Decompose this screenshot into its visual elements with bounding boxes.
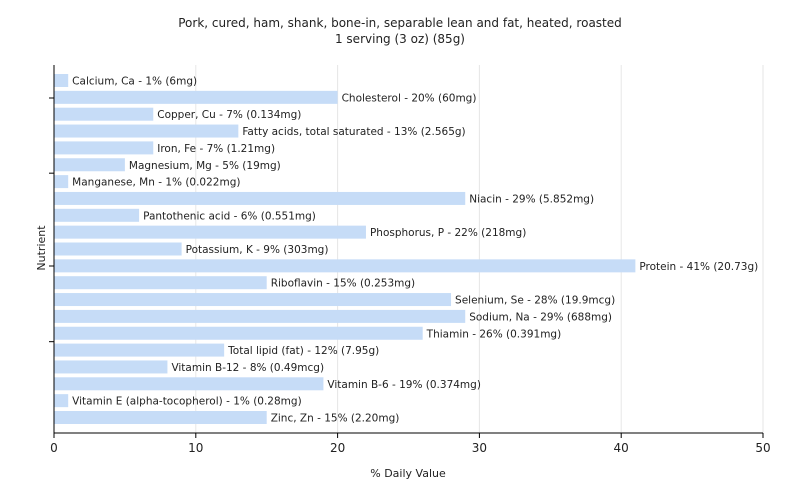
axes: 0 10 20 30 40 50	[49, 65, 771, 455]
bar-label: Protein - 41% (20.73g)	[639, 261, 758, 273]
bar	[54, 394, 69, 408]
bar-label: Riboflavin - 15% (0.253mg)	[271, 278, 415, 290]
bar-label: Manganese, Mn - 1% (0.022mg)	[72, 177, 240, 189]
bar	[54, 175, 69, 189]
bars: Calcium, Ca - 1% (6mg) Cholesterol - 20% …	[54, 74, 758, 425]
x-tick-label: 0	[50, 441, 58, 455]
bar-label: Vitamin E (alpha-tocopherol) - 1% (0.28m…	[72, 396, 302, 408]
bar-label: Niacin - 29% (5.852mg)	[469, 193, 594, 205]
bar-label: Selenium, Se - 28% (19.9mcg)	[455, 295, 615, 307]
bar	[54, 90, 338, 104]
bar-label: Phosphorus, P - 22% (218mg)	[370, 227, 526, 239]
bar	[54, 326, 423, 340]
bar	[54, 293, 452, 307]
bar	[54, 208, 140, 222]
bar-label: Cholesterol - 20% (60mg)	[342, 92, 477, 104]
bar-label: Fatty acids, total saturated - 13% (2.56…	[242, 126, 465, 138]
x-axis-label: % Daily Value	[370, 467, 446, 480]
bar	[54, 191, 466, 205]
bar-label: Total lipid (fat) - 12% (7.95g)	[227, 345, 379, 357]
bar-label: Potassium, K - 9% (303mg)	[186, 244, 329, 256]
x-tick-label: 20	[330, 441, 345, 455]
bar-label: Vitamin B-12 - 8% (0.49mcg)	[171, 362, 324, 374]
chart-subtitle: 1 serving (3 oz) (85g)	[334, 32, 465, 46]
bar	[54, 74, 69, 87]
bar-label: Copper, Cu - 7% (0.134mg)	[157, 109, 301, 121]
bar-label: Vitamin B-6 - 19% (0.374mg)	[327, 379, 481, 391]
bar	[54, 276, 267, 290]
x-tick-label: 30	[472, 441, 487, 455]
y-axis-label: Nutrient	[35, 225, 48, 271]
x-tick-label: 50	[755, 441, 770, 455]
bar	[54, 411, 267, 424]
bar-label: Zinc, Zn - 15% (2.20mg)	[271, 413, 400, 425]
bar-label: Magnesium, Mg - 5% (19mg)	[129, 160, 281, 172]
bar	[54, 309, 466, 323]
bar-label: Sodium, Na - 29% (688mg)	[469, 311, 612, 323]
x-tick-label: 10	[188, 441, 203, 455]
bar	[54, 107, 154, 121]
bar	[54, 242, 182, 256]
bar	[54, 141, 154, 155]
chart-title: Pork, cured, ham, shank, bone-in, separa…	[178, 16, 622, 30]
bar-label: Pantothenic acid - 6% (0.551mg)	[143, 210, 316, 222]
bar	[54, 377, 324, 391]
bar	[54, 158, 125, 172]
bar	[54, 343, 225, 357]
bar	[54, 225, 366, 239]
bar-label: Iron, Fe - 7% (1.21mg)	[157, 143, 275, 155]
bar	[54, 259, 636, 273]
x-tick-label: 40	[614, 441, 629, 455]
bar-label: Calcium, Ca - 1% (6mg)	[72, 76, 197, 88]
bar-label: Thiamin - 26% (0.391mg)	[426, 328, 562, 340]
bar	[54, 360, 168, 374]
bar	[54, 124, 239, 138]
